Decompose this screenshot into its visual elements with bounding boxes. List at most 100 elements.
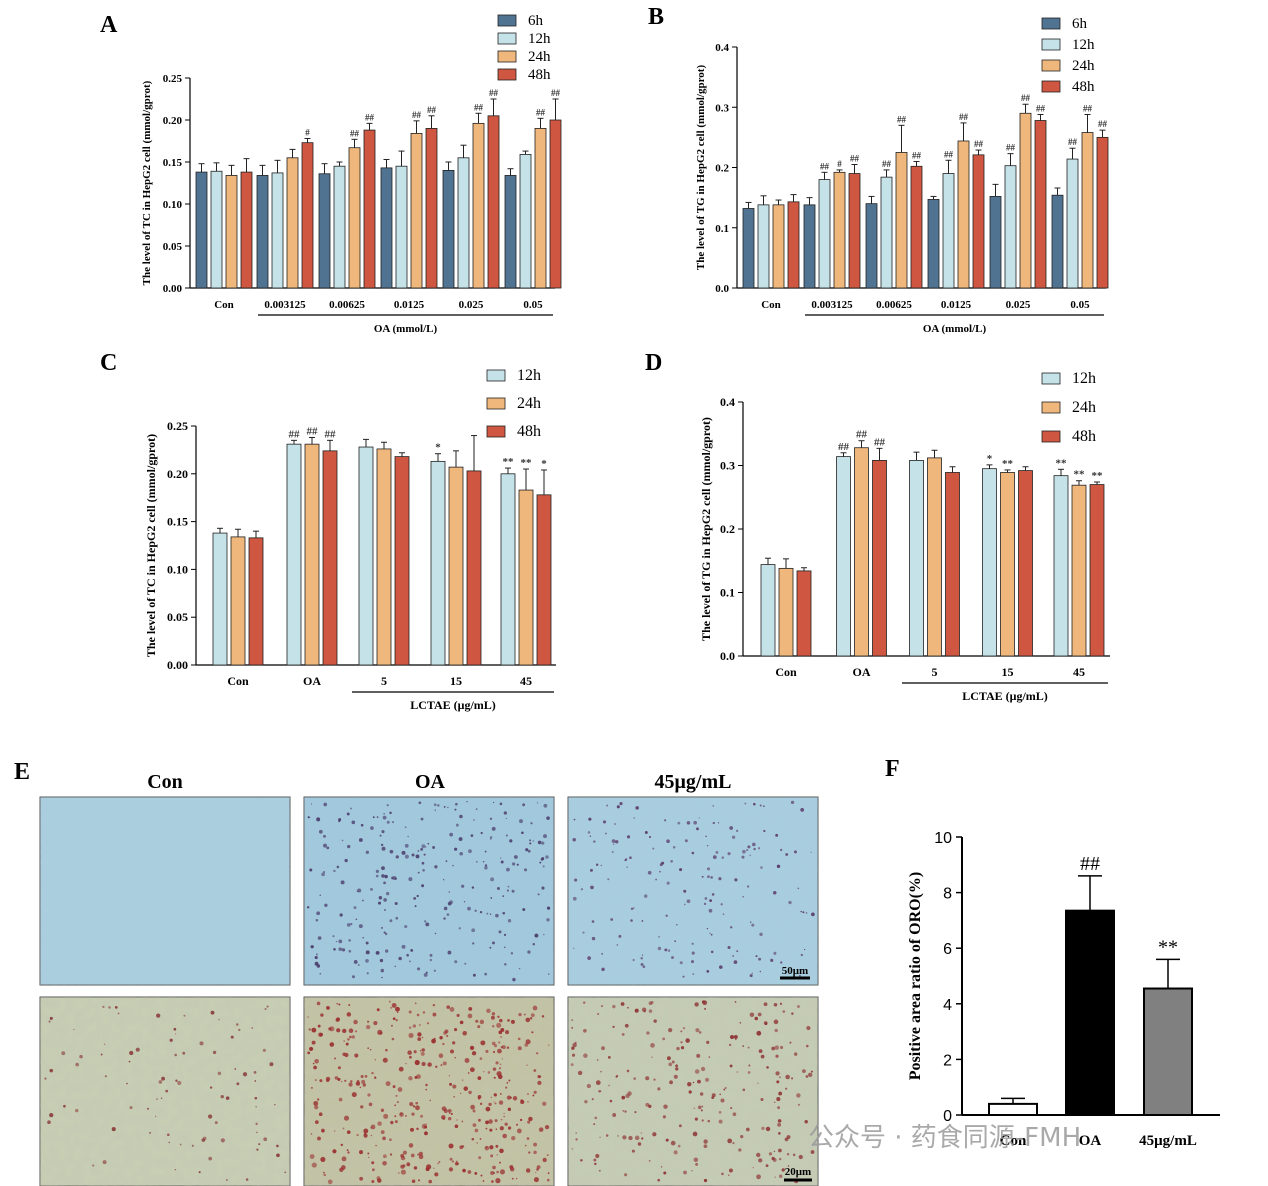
stain-dot	[488, 1102, 492, 1107]
stain-dot	[417, 1037, 422, 1041]
stain-dot	[691, 951, 695, 955]
stain-dot	[648, 835, 652, 839]
stain-dot	[191, 1144, 194, 1147]
stain-dot	[621, 1095, 626, 1100]
stain-dot	[467, 1170, 472, 1174]
legend-label: 48h	[1072, 428, 1096, 445]
bar	[796, 570, 812, 657]
stain-dot	[630, 919, 633, 922]
stain-dot	[418, 1179, 421, 1182]
stain-dot	[742, 1045, 745, 1048]
bar	[212, 532, 228, 666]
watermark-text: 公众号 · 药食同源-FMH	[808, 1123, 1081, 1153]
stain-dot	[111, 1127, 116, 1132]
stain-dot	[448, 891, 451, 893]
y-tick-label: 0.15	[163, 157, 183, 169]
legend-label: 12h	[1072, 37, 1095, 53]
stain-dot	[424, 1125, 428, 1129]
stain-dot	[629, 856, 632, 860]
stain-dot	[405, 1063, 407, 1065]
stain-dot	[108, 1006, 111, 1009]
stain-dot	[254, 1080, 257, 1082]
stain-dot	[449, 1007, 455, 1012]
stain-dot	[346, 1012, 352, 1017]
significance-mark: ##	[289, 428, 301, 440]
stain-dot	[336, 1028, 341, 1033]
y-tick-label: 0.2	[715, 163, 729, 175]
stain-dot	[499, 1093, 502, 1095]
stain-dot	[343, 1115, 350, 1121]
stain-dot	[431, 1038, 436, 1044]
stain-dot	[732, 955, 735, 957]
stain-dot	[734, 1001, 737, 1003]
significance-mark: ##	[1068, 137, 1078, 147]
stain-dot	[497, 1048, 502, 1054]
stain-dot	[704, 1007, 707, 1010]
stain-dot	[507, 1019, 510, 1022]
stain-dot	[499, 1161, 501, 1164]
panel-e-micrographs: E Con OA 45μg/mL 50μm	[14, 759, 819, 1186]
stain-dot	[385, 1048, 388, 1052]
stain-dot	[647, 870, 652, 875]
stain-dot	[777, 1106, 781, 1110]
stain-dot	[595, 1080, 601, 1086]
stain-dot	[394, 1104, 397, 1107]
stain-dot	[449, 1082, 453, 1086]
stain-dot	[760, 866, 763, 869]
stain-dot	[447, 950, 452, 955]
stain-dot	[787, 1165, 790, 1167]
stain-dot	[706, 1040, 710, 1044]
stain-dot	[657, 1178, 661, 1182]
stain-dot	[385, 949, 389, 953]
stain-dot	[382, 1136, 386, 1141]
stain-dot	[718, 877, 722, 881]
stain-dot	[506, 1095, 512, 1100]
stain-dot	[499, 1126, 504, 1131]
stain-dot	[492, 1050, 496, 1054]
stain-dot	[659, 870, 661, 873]
stain-dot	[425, 1088, 428, 1091]
stain-dot	[622, 1109, 625, 1112]
stain-dot	[336, 1003, 338, 1005]
stain-dot	[439, 1036, 443, 1040]
stain-dot	[414, 1002, 417, 1005]
stain-dot	[437, 1162, 439, 1165]
stain-dot	[63, 1104, 66, 1108]
panel-b-chart: B 0.0 0.1 0.2 0.3 0.4 The level of TG in HepG2…	[648, 4, 1109, 335]
stain-dot	[100, 1053, 103, 1056]
stain-dot	[773, 1002, 778, 1007]
stain-dot	[541, 841, 545, 845]
group-label: OA (mmol/L)	[923, 323, 987, 335]
stain-dot	[355, 1081, 361, 1086]
stain-dot	[653, 1019, 657, 1023]
stain-dot	[443, 1031, 448, 1035]
stain-dot	[207, 1114, 213, 1119]
significance-mark: ##	[850, 153, 860, 163]
stain-dot	[454, 1162, 459, 1166]
significance-mark: **	[521, 457, 533, 469]
stain-dot	[543, 834, 547, 839]
bar	[872, 460, 887, 657]
stain-dot	[383, 898, 387, 902]
stain-dot	[735, 829, 739, 833]
stain-dot	[175, 1033, 177, 1035]
stain-dot	[146, 1107, 150, 1110]
stain-dot	[423, 853, 426, 856]
y-tick-label: 0.05	[163, 241, 183, 253]
stain-dot	[459, 851, 463, 856]
stain-dot	[422, 868, 425, 872]
stain-dot	[400, 1112, 403, 1115]
significance-mark: ##	[959, 112, 969, 122]
stain-dot	[480, 1174, 483, 1177]
stain-dot	[526, 1064, 528, 1066]
stain-dot	[757, 1012, 762, 1017]
stain-dot	[356, 1134, 359, 1137]
stain-dot	[686, 899, 691, 904]
stain-dot	[314, 1079, 317, 1081]
stain-dot	[774, 1045, 780, 1050]
stain-dot	[527, 849, 531, 853]
stain-dot	[199, 1041, 204, 1046]
stain-dot	[734, 878, 738, 882]
stain-dot	[230, 1035, 234, 1039]
legend-label: 6h	[528, 13, 544, 29]
